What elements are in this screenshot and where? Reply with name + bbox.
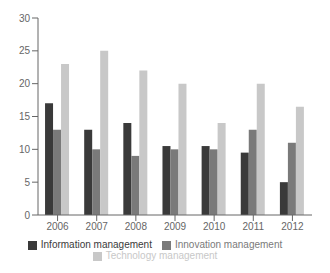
svg-text:15: 15 xyxy=(19,111,31,122)
svg-text:2007: 2007 xyxy=(86,221,109,232)
svg-text:2012: 2012 xyxy=(281,221,304,232)
html-text:Innovation management: Innovation management xyxy=(174,239,283,250)
svg-text:2010: 2010 xyxy=(203,221,226,232)
svg-text:0: 0 xyxy=(24,210,30,221)
svg-text:20: 20 xyxy=(19,78,31,89)
html-text:Information management: Information management xyxy=(40,239,152,250)
svg-text:2008: 2008 xyxy=(125,221,148,232)
html-text:Technology management: Technology management xyxy=(105,250,218,261)
svg-text:2009: 2009 xyxy=(164,221,187,232)
svg-text:10: 10 xyxy=(19,144,31,155)
svg-text:5: 5 xyxy=(24,177,30,188)
svg-text:30: 30 xyxy=(19,13,31,24)
svg-text:25: 25 xyxy=(19,45,31,56)
svg-text:2006: 2006 xyxy=(46,221,69,232)
svg-text:2011: 2011 xyxy=(243,221,265,232)
